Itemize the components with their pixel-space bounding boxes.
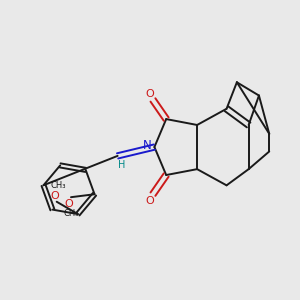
- Text: O: O: [51, 191, 60, 201]
- Text: O: O: [145, 89, 154, 99]
- Text: N: N: [143, 139, 152, 152]
- Text: CH₃: CH₃: [50, 181, 66, 190]
- Text: CH₃: CH₃: [64, 209, 79, 218]
- Text: H: H: [118, 160, 126, 170]
- Text: O: O: [64, 199, 73, 209]
- Text: O: O: [145, 196, 154, 206]
